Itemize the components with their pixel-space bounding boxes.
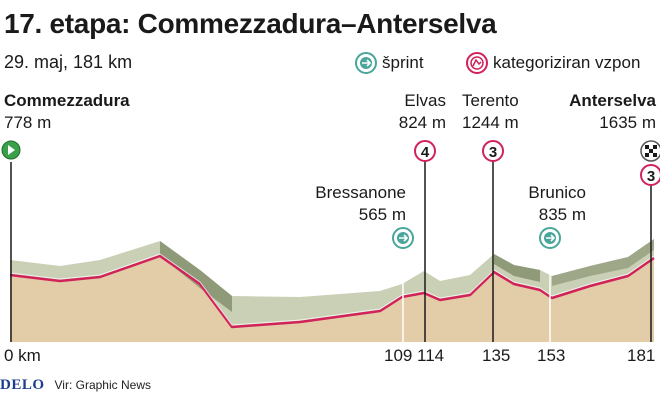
elvas-name: Elvas	[404, 91, 446, 110]
svg-text:3: 3	[489, 144, 497, 161]
km-start: 0 km	[4, 346, 41, 365]
svg-text:4: 4	[421, 144, 430, 161]
km-marker-114: 114	[417, 346, 445, 365]
source-credit: Vir: Graphic News	[54, 378, 151, 392]
climb-badge-finish: 3	[640, 164, 660, 186]
brunico-elevation: 835 m	[538, 205, 586, 224]
svg-text:3: 3	[647, 168, 655, 185]
legend-climb-label: kategoriziran vzpon	[493, 53, 641, 72]
bressanone-name: Bressanone	[315, 183, 406, 202]
sprint-icon	[355, 52, 377, 74]
brunico-name: Brunico	[528, 183, 586, 202]
start-label: Commezzadura 778 m	[4, 90, 130, 134]
finish-name: Anterselva	[569, 91, 656, 110]
start-icon	[1, 140, 21, 160]
finish-elevation: 1635 m	[599, 113, 656, 132]
km-marker-181: 181	[627, 346, 656, 365]
km-marker-135: 135	[482, 346, 511, 365]
start-name: Commezzadura	[4, 91, 130, 110]
legend-sprint-label: šprint	[382, 53, 424, 72]
terento-label: Terento 1244 m	[462, 90, 519, 134]
km-marker-153: 153	[537, 346, 566, 365]
climb-badge-terento: 3	[482, 140, 504, 162]
brunico-label: Brunico 835 m	[528, 182, 586, 226]
finish-label: Anterselva 1635 m	[569, 90, 656, 134]
terento-elevation: 1244 m	[462, 113, 519, 132]
climb-badge-elvas: 4	[414, 140, 436, 162]
stage-subtitle: 29. maj, 181 km	[4, 52, 133, 72]
route-line	[9, 254, 655, 329]
elvas-elevation: 824 m	[398, 113, 446, 132]
bressanone-elevation: 565 m	[358, 205, 406, 224]
profile-side-face	[160, 241, 232, 312]
bressanone-label: Bressanone 565 m	[315, 182, 406, 226]
legend-sprint: šprint	[355, 52, 424, 74]
elvas-label: Elvas 824 m	[399, 90, 446, 134]
legend-climb: kategoriziran vzpon	[466, 52, 640, 74]
climb-icon	[466, 52, 488, 74]
sprint-icon-brunico	[539, 227, 561, 249]
terento-name: Terento	[462, 91, 519, 110]
route-line-highlight	[9, 253, 655, 326]
finish-flag-icon	[640, 140, 660, 162]
sprint-icon-bressanone	[392, 227, 414, 249]
km-marker-109: 109	[384, 346, 413, 365]
footer: DELO Vir: Graphic News	[0, 376, 151, 394]
profile-side-face-3	[552, 239, 654, 286]
profile-side-face-2	[494, 254, 540, 282]
publisher-logo: DELO	[0, 376, 45, 393]
page-title: 17. etapa: Commezzadura–Anterselva	[4, 8, 497, 39]
start-elevation: 778 m	[4, 113, 52, 132]
